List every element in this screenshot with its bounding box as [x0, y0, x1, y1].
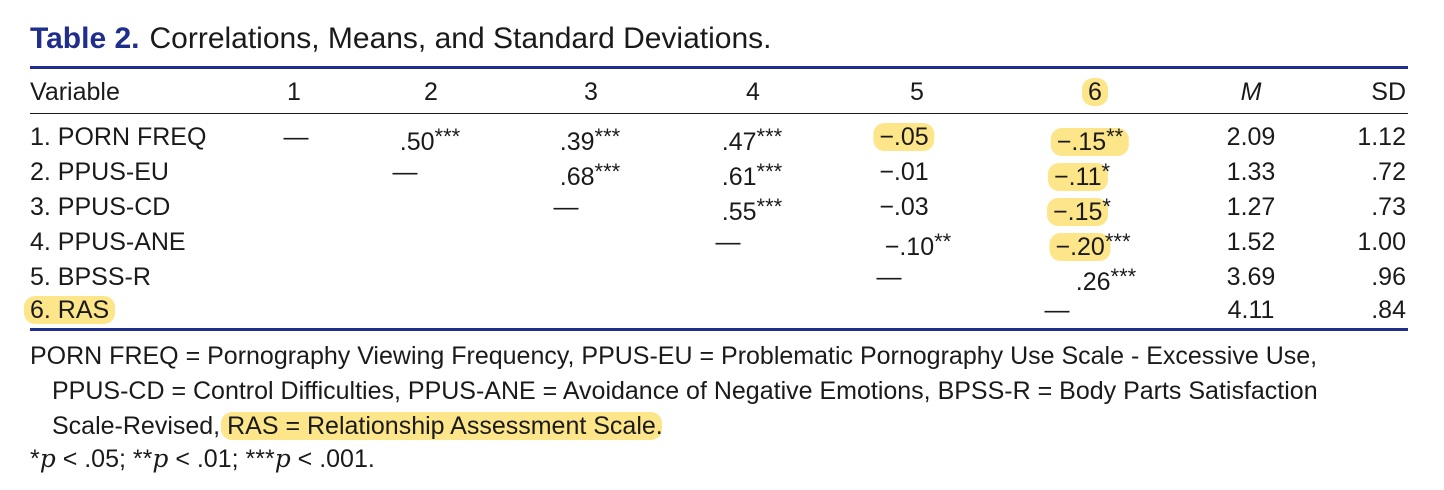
header-rule [30, 113, 1408, 114]
cell-sd: .84 [1371, 296, 1406, 324]
row-variable: 3. PPUS-CD [30, 193, 171, 221]
cell-r: −.03 [879, 193, 929, 221]
note-highlight: RAS = Relationship Assessment Scale [221, 412, 662, 440]
header-col-2: 2 [424, 78, 438, 106]
table-title: Correlations, Means, and Standard Deviat… [149, 22, 772, 55]
cell-mean: 4.11 [1227, 296, 1275, 324]
cell-r: .55*** [721, 194, 783, 226]
cell-sd: 1.12 [1357, 123, 1406, 151]
note-line: PORN FREQ = Pornography Viewing Frequenc… [30, 342, 1318, 370]
significance-legend: *p < .05; **p < .01; ***p < .001. [30, 444, 375, 473]
diagonal-dash: — [553, 193, 579, 221]
row-variable: 5. BPSS-R [30, 263, 151, 291]
header-col-3: 3 [584, 78, 598, 106]
cell-sd: .72 [1371, 158, 1406, 186]
row-variable: 2. PPUS-EU [30, 158, 169, 186]
header-col-6-highlight: 6 [1082, 78, 1108, 106]
cell-dash: — [716, 227, 741, 257]
header-col-6: 6 [1082, 77, 1108, 107]
table-note: PORN FREQ = Pornography Viewing Frequenc… [30, 339, 1408, 444]
cell-mean: 1.52 [1226, 228, 1276, 256]
table-caption: Table 2. Correlations, Means, and Standar… [30, 22, 772, 56]
cell-r: .68*** [559, 159, 621, 191]
diagonal-dash: — [283, 123, 309, 151]
row-variable: 4. PPUS-ANE [30, 228, 186, 256]
cell-r-highlighted: −.11* [1047, 157, 1110, 191]
cell-r: .61*** [721, 159, 783, 191]
cell-sd: .96 [1371, 263, 1406, 291]
header-mean: M [1240, 78, 1262, 106]
cell-r: .26*** [1075, 264, 1137, 296]
cell-dash: — [1045, 295, 1070, 325]
cell-r: .50*** [399, 124, 461, 156]
note-line: PPUS-CD = Control Difficulties, PPUS-ANE… [52, 377, 1318, 405]
cell-r: −.01 [879, 158, 929, 186]
cell-dash: — [284, 122, 309, 152]
diagonal-dash: — [1044, 296, 1070, 324]
header-sd: SD [1371, 78, 1406, 106]
header-col-5: 5 [910, 78, 924, 106]
cell-r-highlighted: −.15* [1047, 192, 1111, 226]
cell-mean: 2.09 [1226, 123, 1276, 151]
cell-sd: .73 [1371, 193, 1406, 221]
diagonal-dash: — [392, 158, 418, 186]
row-variable: 1. PORN FREQ [30, 123, 207, 151]
note-line: Scale-Revised, RAS = Relationship Assess… [52, 412, 663, 440]
header-variable: Variable [30, 78, 120, 106]
cell-mean: 3.69 [1226, 263, 1276, 291]
row-variable-highlighted: 6. RAS [24, 295, 116, 325]
cell-r-highlighted: −.15** [1050, 122, 1130, 156]
cell-r: −.10** [884, 229, 952, 261]
cell-dash: — [877, 262, 902, 292]
cell-r: .47*** [721, 124, 783, 156]
bottom-rule [30, 328, 1408, 331]
cell-r: .39*** [559, 124, 621, 156]
header-col-1: 1 [287, 78, 301, 106]
cell-r-highlighted: −.05 [873, 122, 935, 152]
diagonal-dash: — [715, 228, 741, 256]
cell-r-highlighted: −.20*** [1049, 227, 1131, 261]
cell-mean: 1.33 [1226, 158, 1276, 186]
diagonal-dash: — [876, 263, 902, 291]
cell-sd: 1.00 [1357, 228, 1406, 256]
table-label: Table 2. [30, 22, 140, 55]
top-rule [30, 66, 1408, 69]
cell-dash: — [554, 192, 579, 222]
header-col-4: 4 [746, 78, 760, 106]
cell-dash: — [393, 157, 418, 187]
cell-mean: 1.27 [1226, 193, 1276, 221]
